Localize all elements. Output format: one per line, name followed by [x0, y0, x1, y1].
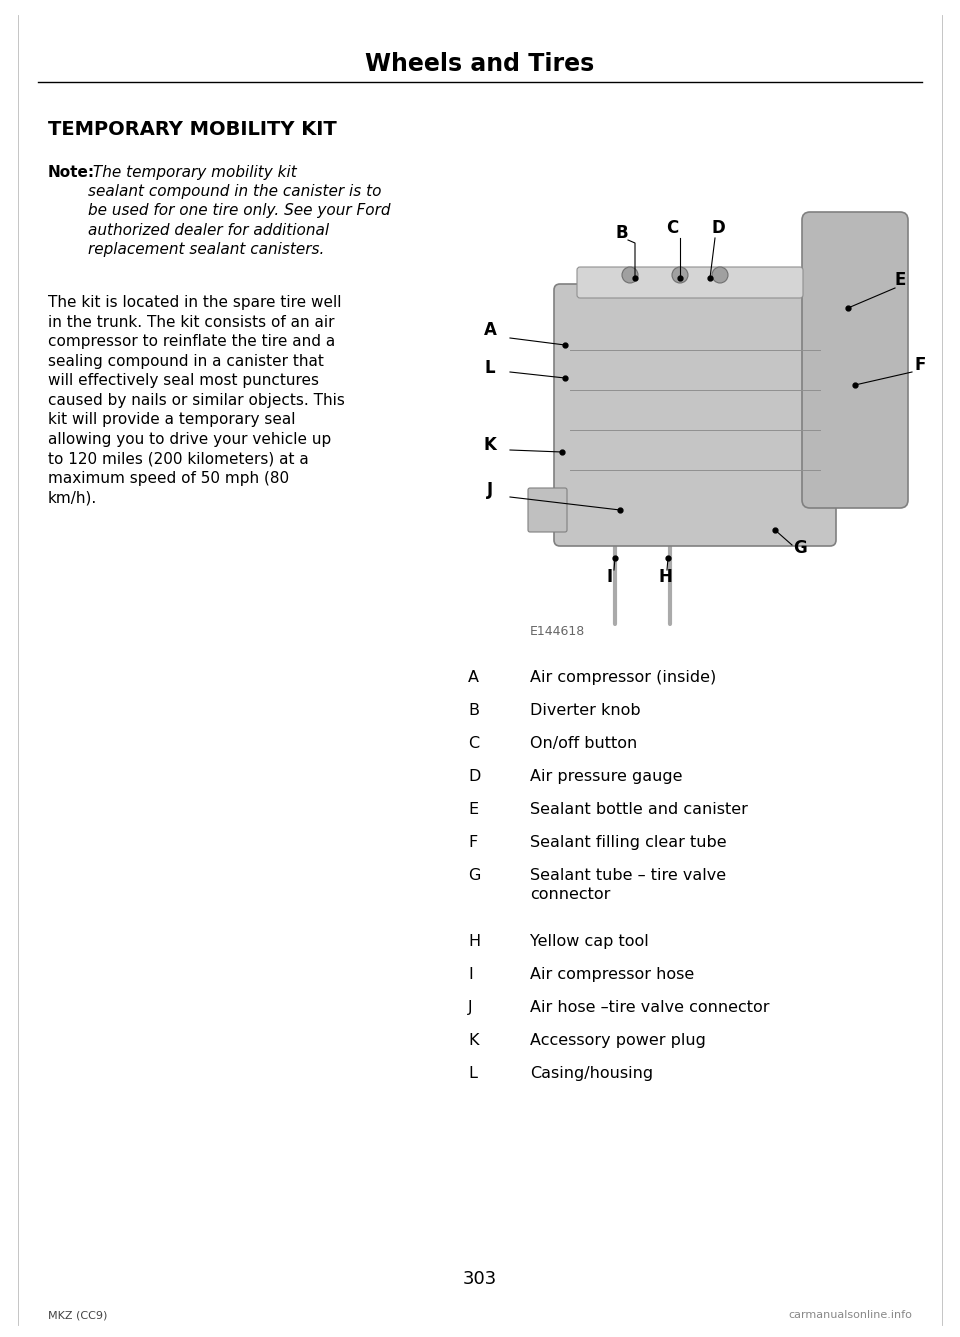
Text: 303: 303 — [463, 1270, 497, 1288]
Text: D: D — [711, 219, 725, 237]
Text: B: B — [468, 703, 479, 718]
Text: L: L — [468, 1066, 477, 1082]
Text: Note:: Note: — [48, 164, 95, 180]
Text: Wheels and Tires: Wheels and Tires — [366, 52, 594, 76]
Text: E144618: E144618 — [530, 624, 586, 638]
Text: The kit is located in the spare tire well
in the trunk. The kit consists of an a: The kit is located in the spare tire wel… — [48, 295, 345, 505]
Text: K: K — [468, 1034, 478, 1048]
Text: Air hose –tire valve connector: Air hose –tire valve connector — [530, 1000, 770, 1015]
FancyBboxPatch shape — [802, 213, 908, 508]
Text: carmanualsonline.info: carmanualsonline.info — [788, 1310, 912, 1320]
Text: J: J — [487, 481, 493, 499]
Text: MKZ (CC9): MKZ (CC9) — [48, 1310, 108, 1320]
Text: G: G — [793, 539, 806, 558]
Text: The temporary mobility kit
sealant compound in the canister is to
be used for on: The temporary mobility kit sealant compo… — [88, 164, 391, 257]
Text: A: A — [484, 321, 496, 340]
Text: Sealant filling clear tube: Sealant filling clear tube — [530, 836, 727, 850]
Text: F: F — [468, 836, 477, 850]
Text: J: J — [468, 1000, 472, 1015]
Text: Diverter knob: Diverter knob — [530, 703, 640, 718]
Text: K: K — [484, 436, 496, 455]
Circle shape — [712, 267, 728, 283]
Text: E: E — [468, 802, 478, 817]
Circle shape — [672, 267, 688, 283]
Text: H: H — [658, 568, 672, 586]
Text: I: I — [607, 568, 613, 586]
Text: L: L — [485, 360, 495, 377]
Text: On/off button: On/off button — [530, 735, 637, 751]
Text: Air compressor hose: Air compressor hose — [530, 967, 694, 981]
Circle shape — [622, 267, 638, 283]
Text: A: A — [468, 670, 479, 685]
FancyBboxPatch shape — [577, 267, 803, 298]
Text: B: B — [615, 225, 628, 242]
Text: Sealant bottle and canister: Sealant bottle and canister — [530, 802, 748, 817]
Text: H: H — [468, 935, 480, 949]
Text: E: E — [895, 271, 905, 289]
Text: Air pressure gauge: Air pressure gauge — [530, 769, 683, 783]
Text: TEMPORARY MOBILITY KIT: TEMPORARY MOBILITY KIT — [48, 120, 337, 139]
FancyBboxPatch shape — [528, 488, 567, 532]
Text: D: D — [468, 769, 480, 783]
FancyBboxPatch shape — [554, 283, 836, 545]
Text: G: G — [468, 868, 480, 882]
Text: Casing/housing: Casing/housing — [530, 1066, 653, 1082]
Text: Yellow cap tool: Yellow cap tool — [530, 935, 649, 949]
Text: C: C — [666, 219, 678, 237]
Text: C: C — [468, 735, 479, 751]
Text: Sealant tube – tire valve
connector: Sealant tube – tire valve connector — [530, 868, 726, 901]
Text: F: F — [914, 356, 925, 374]
Text: I: I — [468, 967, 472, 981]
Text: Air compressor (inside): Air compressor (inside) — [530, 670, 716, 685]
Text: Accessory power plug: Accessory power plug — [530, 1034, 706, 1048]
